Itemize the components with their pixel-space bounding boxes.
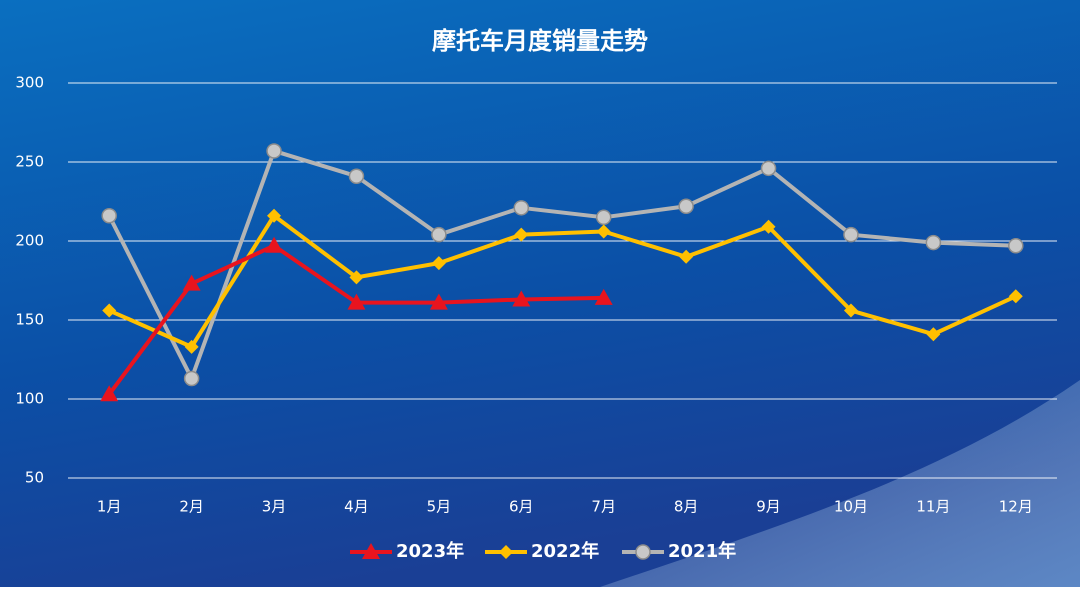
x-tick-label: 8月 <box>674 498 699 516</box>
x-tick-label: 9月 <box>756 498 781 516</box>
series-marker <box>679 249 694 264</box>
y-tick-label: 100 <box>15 390 44 408</box>
x-tick-label: 2月 <box>179 498 204 516</box>
series-marker <box>925 234 942 251</box>
series-marker <box>431 226 447 243</box>
series-marker <box>267 208 282 223</box>
series-marker <box>348 168 365 184</box>
series-marker <box>431 256 446 271</box>
series-marker <box>596 224 611 239</box>
y-tick-label: 300 <box>15 74 44 92</box>
series-marker <box>184 339 199 354</box>
series-marker <box>1008 289 1023 304</box>
series-marker <box>512 290 531 307</box>
series-marker <box>843 226 859 243</box>
y-tick-label: 150 <box>15 311 44 329</box>
y-tick-label: 250 <box>15 153 44 171</box>
legend-marker <box>635 544 651 560</box>
series-line <box>108 213 1017 349</box>
chart-title: 摩托车月度销量走势 <box>432 27 648 55</box>
series-marker <box>429 293 448 310</box>
legend-marker <box>362 543 380 559</box>
series-marker <box>513 200 530 216</box>
series-marker <box>760 160 777 177</box>
series-marker <box>761 219 776 234</box>
x-tick-label: 6月 <box>509 498 534 516</box>
legend-marker <box>499 545 513 559</box>
x-tick-label: 3月 <box>262 498 287 516</box>
series-marker <box>266 143 282 159</box>
series-marker <box>843 303 858 318</box>
series-marker <box>182 274 201 291</box>
y-tick-label: 200 <box>15 232 44 250</box>
x-tick-label: 1月 <box>97 498 122 516</box>
x-tick-label: 10月 <box>834 498 868 516</box>
series-marker <box>183 370 200 387</box>
series-marker <box>594 288 613 305</box>
x-tick-label: 12月 <box>999 498 1033 516</box>
x-tick-label: 7月 <box>591 498 616 516</box>
legend-label: 2022年 <box>531 540 599 562</box>
x-tick-label: 4月 <box>344 498 369 516</box>
series-marker <box>349 270 364 285</box>
series-line <box>107 148 1016 381</box>
series-marker <box>926 327 941 342</box>
legend-label: 2023年 <box>396 540 464 562</box>
background-swoosh <box>600 380 1080 587</box>
series-marker <box>1008 237 1024 254</box>
x-tick-label: 11月 <box>916 498 950 516</box>
series-marker <box>595 209 612 226</box>
series-marker <box>102 303 117 318</box>
series-marker <box>678 198 694 214</box>
series-marker <box>347 293 366 310</box>
series-marker <box>514 227 529 242</box>
y-tick-label: 50 <box>25 469 44 487</box>
x-tick-label: 5月 <box>427 498 452 516</box>
legend-label: 2021年 <box>668 540 736 562</box>
series-marker <box>101 207 117 224</box>
series-marker <box>100 385 119 402</box>
series-marker <box>265 236 284 253</box>
